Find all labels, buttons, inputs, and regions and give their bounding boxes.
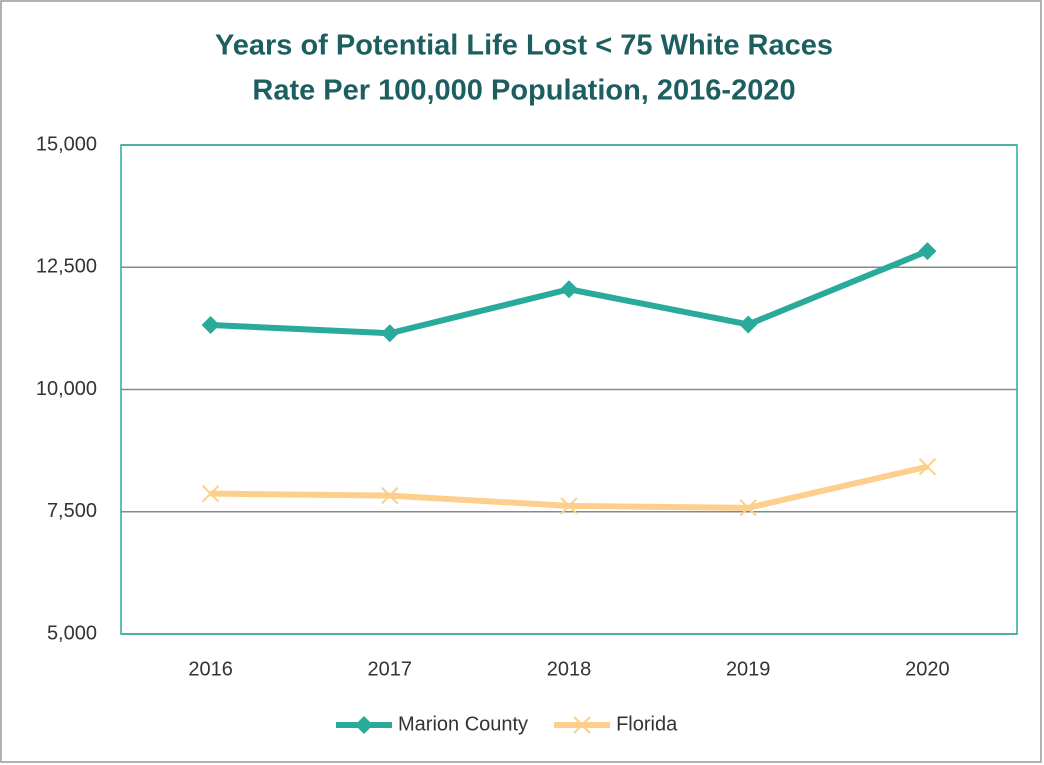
point [201, 484, 220, 503]
point [560, 497, 578, 515]
point [201, 315, 220, 334]
x-tick-label: 2018 [547, 658, 592, 680]
legend-marker [355, 716, 373, 734]
y-tick-label: 12,500 [36, 256, 97, 278]
point [380, 324, 399, 343]
chart-title: Years of Potential Life Lost < 75 White … [215, 30, 833, 62]
y-tick-label: 15,000 [36, 133, 97, 155]
legend-marker [573, 716, 591, 734]
legend-label: Florida [616, 713, 678, 735]
x-tick-label: 2017 [368, 658, 413, 680]
point [918, 242, 937, 261]
point [560, 280, 578, 299]
x-tick-label: 2016 [188, 658, 233, 680]
legend-label: Marion County [398, 713, 528, 735]
y-tick-label: 5,000 [47, 622, 97, 644]
point [739, 315, 758, 334]
point [918, 458, 937, 476]
x-tick-label: 2020 [905, 658, 950, 680]
plot-border [120, 144, 1018, 635]
y-tick-label: 7,500 [47, 500, 97, 522]
point [739, 499, 757, 517]
point [381, 486, 399, 505]
chart-title: Rate Per 100,000 Population, 2016-2020 [252, 75, 795, 107]
y-tick-label: 10,000 [36, 378, 97, 400]
x-tick-label: 2019 [726, 658, 771, 680]
